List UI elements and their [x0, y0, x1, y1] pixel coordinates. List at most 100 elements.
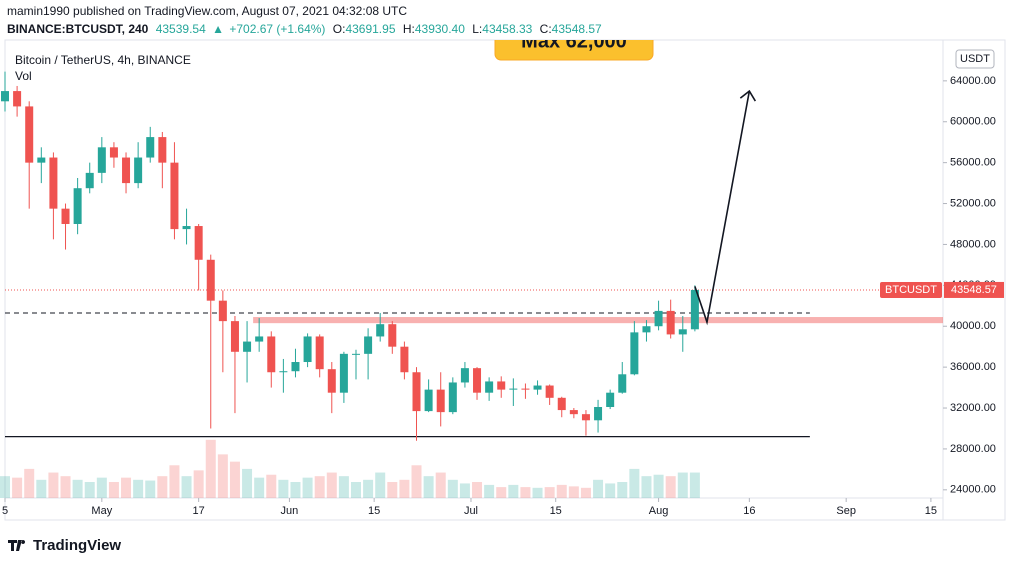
volume-bar	[205, 439, 216, 498]
volume-bar	[326, 472, 337, 498]
candle-body	[436, 389, 445, 413]
volume-bar	[278, 479, 289, 498]
volume-bar	[133, 479, 144, 498]
candle-body	[533, 385, 542, 390]
candle-body	[388, 324, 397, 347]
volume-bar	[266, 474, 277, 498]
volume-bar	[314, 476, 325, 498]
volume-bar	[48, 472, 59, 498]
candle-body	[146, 137, 155, 158]
candle-body	[194, 226, 203, 260]
volume-bar	[593, 479, 604, 498]
x-tick-label: Sep	[836, 505, 856, 517]
volume-bar	[157, 476, 168, 498]
volume-bar	[435, 472, 446, 498]
candle-body	[25, 106, 34, 163]
candle-body	[654, 310, 663, 327]
candle-body	[351, 353, 360, 355]
x-tick-label: 17	[193, 505, 205, 517]
l-label: L:	[472, 22, 482, 36]
candle-body	[364, 336, 373, 354]
candle-body	[230, 321, 239, 352]
volume-bar	[108, 482, 119, 498]
volume-bar	[641, 476, 652, 498]
candle-body	[315, 336, 324, 370]
volume-bar	[653, 474, 664, 498]
candle-body	[618, 374, 627, 393]
volume-bar	[508, 484, 519, 498]
publish-line: mamin1990 published on TradingView.com, …	[7, 4, 407, 18]
volume-bar	[605, 483, 616, 498]
y-tick-label: 48000.00	[950, 238, 996, 250]
candle-body	[485, 381, 494, 393]
candle-body	[122, 157, 131, 184]
y-tick-label: 36000.00	[950, 361, 996, 373]
candle-body	[37, 157, 46, 163]
candle-body	[49, 157, 58, 209]
annotation: Max 62,000	[521, 30, 627, 52]
candle-body	[134, 157, 143, 184]
change: +702.67 (+1.64%)	[229, 22, 325, 36]
volume-bar	[375, 472, 386, 498]
volume-bar	[36, 479, 47, 498]
o-label: O:	[333, 22, 346, 36]
candle-body	[97, 147, 106, 173]
volume-bar	[254, 477, 265, 498]
y-tick-label: 64000.00	[950, 75, 996, 87]
volume-bar	[145, 480, 156, 498]
volume-bar	[484, 484, 495, 498]
volume-bar	[447, 479, 458, 498]
x-tick-label: Aug	[649, 505, 669, 517]
x-tick-label: May	[91, 505, 112, 517]
o: 43691.95	[345, 22, 395, 36]
volume-bar	[121, 477, 132, 498]
volume-bar	[520, 487, 531, 498]
volume-bar	[411, 465, 422, 498]
last-price-label: 43548.57	[951, 284, 997, 296]
candle-body	[85, 172, 94, 189]
candle-body	[690, 289, 699, 330]
candle-body	[206, 259, 215, 301]
volume-bar	[423, 476, 434, 498]
x-tick-label: 15	[550, 505, 562, 517]
candle-body	[339, 353, 348, 393]
candle-body	[545, 385, 554, 398]
candle-body	[218, 300, 227, 322]
volume-bar	[96, 477, 107, 498]
candle-body	[170, 162, 179, 230]
y-tick-label: 60000.00	[950, 116, 996, 128]
volume-bar	[72, 479, 83, 498]
candle-body	[606, 392, 615, 408]
candle-body	[109, 147, 118, 158]
volume-bar	[181, 476, 192, 498]
candle-body	[13, 91, 22, 107]
arrow-head	[739, 89, 757, 102]
candle-body	[666, 310, 675, 335]
candle-body	[448, 382, 457, 413]
candle-body	[73, 188, 82, 224]
y-tick-label: 40000.00	[950, 320, 996, 332]
volume-bar	[399, 479, 410, 498]
volume-bar	[24, 468, 35, 498]
volume-bar	[629, 468, 640, 498]
pair: Bitcoin / TetherUS, 4h, BINANCE	[15, 53, 191, 67]
volume-bar	[459, 483, 470, 498]
annotation-box	[494, 40, 654, 61]
h-label: H:	[403, 22, 415, 36]
legend-line: BINANCE:BTCUSDT, 240 43539.54 ▲ +702.67 …	[7, 22, 602, 36]
candle-body	[424, 389, 433, 412]
candle-body	[400, 346, 409, 373]
y-tick-label: 28000.00	[950, 443, 996, 455]
volume-bar	[302, 477, 313, 498]
candle-body	[158, 137, 167, 163]
x-tick-label: 15	[925, 505, 937, 517]
volume-bar	[338, 476, 349, 498]
candle-body	[303, 336, 312, 363]
zone	[253, 317, 943, 324]
y-tick-label: 56000.00	[950, 157, 996, 169]
volume-bar	[290, 482, 301, 498]
volume-bar	[387, 482, 398, 498]
volume-bar	[532, 487, 543, 498]
volume-bar	[229, 461, 240, 498]
